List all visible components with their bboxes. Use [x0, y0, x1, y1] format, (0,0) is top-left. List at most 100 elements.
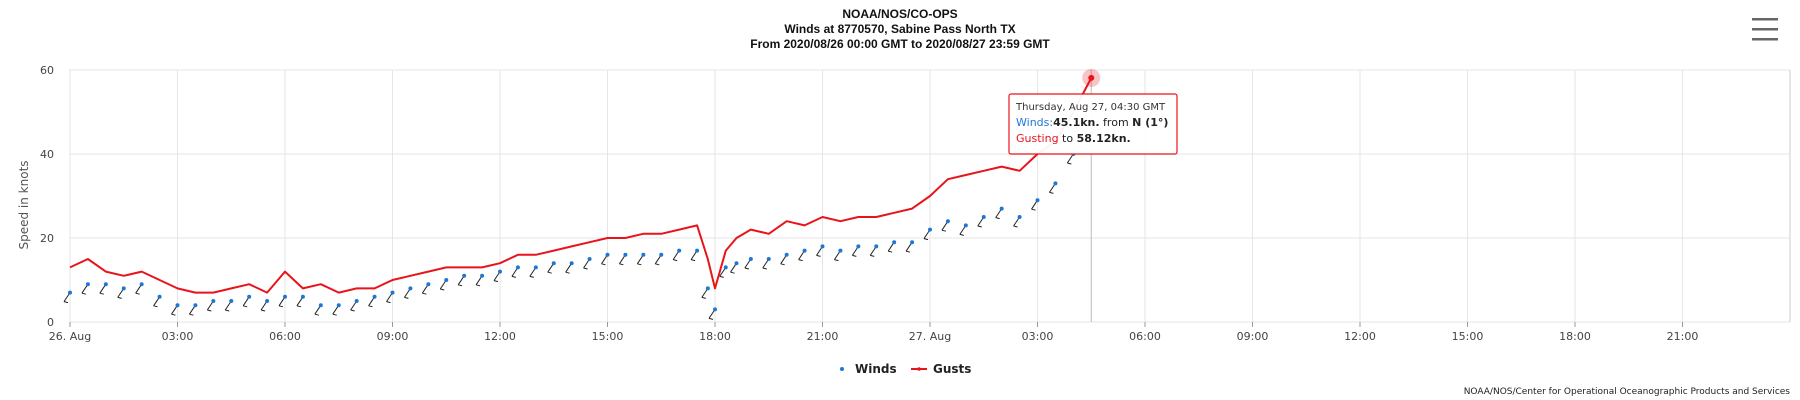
wind-barb-tick [440, 288, 445, 291]
highlight-point [1088, 74, 1095, 81]
wind-barb-tick [350, 309, 355, 312]
tooltip-winds-value: 45.1kn. [1053, 116, 1099, 129]
wind-barb-tick [225, 309, 230, 312]
legend-winds-label: Winds [855, 362, 897, 376]
x-tick-label: 21:00 [1667, 330, 1699, 343]
wind-point [300, 294, 305, 299]
wind-point [838, 248, 843, 253]
wind-barb-tick [404, 296, 409, 299]
wind-barb-tick [852, 254, 857, 257]
wind-point [856, 244, 861, 249]
wind-barb-tick [207, 309, 212, 312]
wind-point [1053, 181, 1058, 186]
legend-item-winds[interactable]: Winds [840, 362, 897, 376]
wind-point [713, 307, 717, 312]
wind-point [533, 265, 538, 270]
wind-point [139, 282, 144, 287]
wind-barb-tick [619, 263, 624, 266]
wind-barb-tick [601, 263, 606, 266]
wind-point [85, 282, 90, 287]
wind-point [659, 252, 664, 257]
wind-barb-tick [673, 259, 678, 262]
series-layer [63, 77, 1094, 320]
wind-barb-tick [730, 271, 735, 274]
tooltip-winds-line: Winds:45.1kn. from N (1°) [1016, 116, 1168, 129]
x-tick-label: 15:00 [1452, 330, 1484, 343]
wind-barb-tick [905, 250, 911, 253]
wind-point [963, 223, 968, 228]
y-axis-title: Speed in knots [17, 160, 31, 249]
wind-barb-tick [493, 280, 499, 283]
wind-barb-tick [189, 313, 194, 316]
x-tick-label: 12:00 [1344, 330, 1376, 343]
tooltip-gust-line: Gusting to 58.12kn. [1016, 132, 1131, 145]
tooltip-winds-label: Winds: [1016, 116, 1053, 129]
wind-point [372, 294, 377, 299]
x-tick-label: 26. Aug [49, 330, 91, 343]
chart-title-line-1: NOAA/NOS/CO-OPS [842, 7, 957, 21]
wind-barb-tick [655, 263, 660, 266]
wind-point [283, 294, 287, 299]
wind-point [193, 303, 198, 308]
wind-point [766, 257, 771, 261]
wind-point [892, 240, 897, 245]
wind-barb-tick [941, 229, 947, 232]
x-tick-label: 03:00 [162, 330, 194, 343]
wind-point [569, 261, 574, 266]
wind-point [408, 286, 413, 291]
axis-layer: 0 20 40 60 26. Aug 03:00 06:00 09:00 12:00 15:00 1… [40, 64, 1698, 343]
wind-barb-tick [314, 313, 319, 316]
wind-barb-tick [243, 305, 248, 308]
wind-point [784, 252, 789, 257]
x-tick-label: 12:00 [484, 330, 516, 343]
wind-barb-tick [81, 292, 87, 295]
wind-barb-tick [153, 305, 158, 308]
legend: Winds Gusts [840, 362, 971, 376]
wind-point [705, 286, 710, 291]
wind-barb-tick [719, 275, 724, 278]
y-tick-label: 0 [47, 316, 54, 329]
wind-point [874, 244, 879, 249]
legend-gusts-marker [917, 367, 921, 371]
wind-point [390, 290, 395, 295]
wind-point [734, 261, 739, 266]
wind-barb-tick [637, 263, 642, 266]
wind-point [462, 273, 467, 278]
tooltip-winds-from: from [1100, 116, 1133, 129]
wind-barb-tick [99, 292, 104, 295]
wind-barb-tick [959, 233, 964, 236]
wind-point [515, 265, 520, 270]
x-tick-label: 15:00 [592, 330, 624, 343]
wind-barb-tick [332, 313, 337, 316]
wind-point [981, 215, 986, 219]
wind-point [157, 294, 162, 299]
x-tick-label: 03:00 [1022, 330, 1054, 343]
wind-barb-tick [422, 292, 427, 295]
wind-barb-tick [977, 225, 982, 228]
wind-barb-tick [583, 267, 588, 270]
chart-title-line-2: Winds at 8770570, Sabine Pass North TX [784, 22, 1015, 36]
wind-barb-tick [798, 259, 803, 262]
wind-barb-tick [386, 301, 391, 304]
gusts-series-line [69, 77, 1093, 294]
x-tick-label: 09:00 [1237, 330, 1269, 343]
tooltip-gust-to: to [1059, 132, 1077, 145]
wind-point [336, 303, 341, 308]
wind-point [211, 299, 216, 303]
legend-item-gusts[interactable]: Gusts [911, 362, 971, 376]
wind-point [426, 282, 431, 287]
wind-barb-tick [63, 301, 69, 304]
wind-point [910, 240, 915, 245]
wind-barb-tick [690, 259, 696, 262]
wind-barb-tick [834, 259, 839, 262]
wind-point [945, 219, 950, 224]
wind-barb-tick [870, 254, 875, 257]
wind-barb-tick [511, 275, 517, 278]
wind-barb-tick [475, 284, 481, 287]
wind-point [723, 265, 728, 270]
tooltip: Thursday, Aug 27, 04:30 GMT Winds:45.1kn… [1008, 93, 1178, 155]
hamburger-menu-icon[interactable] [1752, 18, 1778, 41]
x-tick-label: 18:00 [699, 330, 731, 343]
wind-point [480, 273, 485, 278]
wind-barb-tick [744, 267, 749, 270]
